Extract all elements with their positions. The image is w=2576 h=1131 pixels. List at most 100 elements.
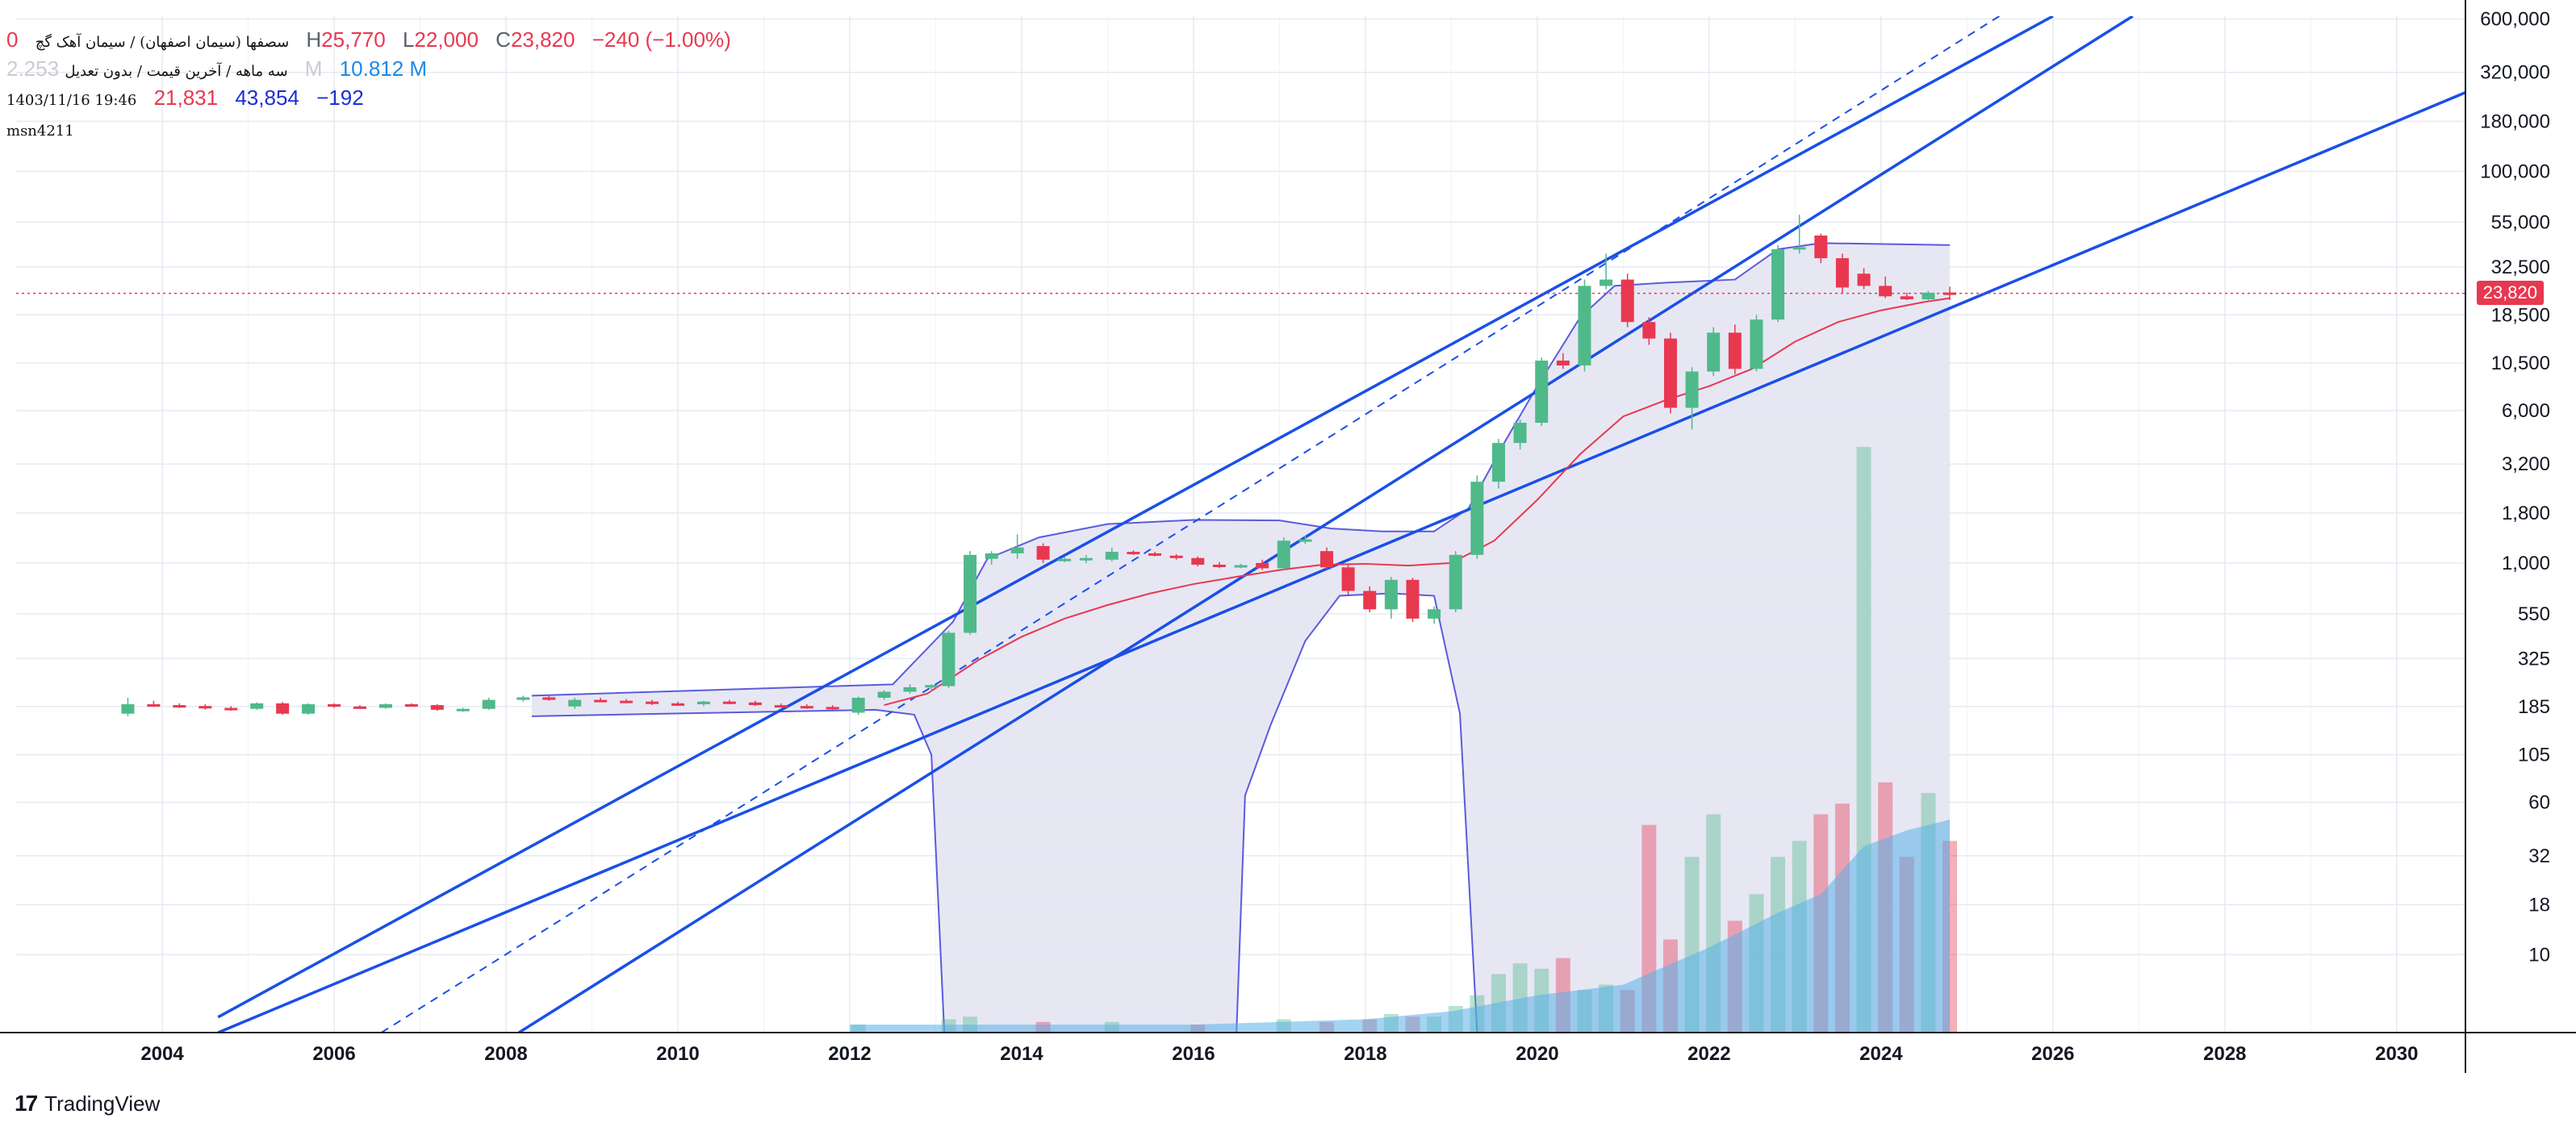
candle-body	[1363, 591, 1377, 610]
candle-body	[1406, 579, 1420, 619]
candle-body	[1010, 547, 1024, 553]
x-tick-label: 2028	[2203, 1043, 2246, 1065]
candle-body	[925, 685, 939, 688]
indicator-legend: 1403/11/16 19:46 21,831 43,854 −192	[6, 86, 375, 111]
candle-body	[1728, 332, 1742, 369]
y-tick-label: 550	[2518, 603, 2550, 625]
x-tick-label: 2006	[312, 1043, 355, 1065]
x-tick-label: 2022	[1687, 1043, 1730, 1065]
moving-average-line	[16, 292, 2465, 707]
candle-body	[1148, 553, 1162, 556]
close-label: C	[496, 27, 511, 52]
candle-body	[877, 691, 891, 698]
high-value: 25,770	[321, 27, 386, 52]
candle-body	[378, 703, 392, 708]
candle-body	[404, 703, 418, 707]
candle-body	[1879, 286, 1892, 297]
y-tick-label: 105	[2518, 744, 2550, 766]
open-value: 0	[6, 27, 19, 52]
author-name: msn4211	[6, 123, 74, 140]
candle-body	[1036, 545, 1050, 560]
y-tick-label: 180,000	[2480, 111, 2550, 132]
channel-line	[217, 90, 2465, 1033]
candle-body	[1943, 292, 1957, 295]
candle-body	[964, 554, 977, 633]
candle-body	[1922, 292, 1935, 300]
candle-body	[1535, 361, 1549, 424]
y-tick-label: 32	[2528, 845, 2550, 867]
x-tick-label: 2008	[484, 1043, 527, 1065]
candle-body	[173, 705, 186, 708]
author-legend: msn4211	[6, 116, 86, 141]
chart-subtitle: سه ماهه / آخرین قیمت / بدون تعدیل	[65, 63, 288, 80]
y-tick-label: 3,200	[2502, 453, 2550, 475]
tradingview-brand[interactable]: 17 TradingView	[15, 1091, 160, 1116]
candle-body	[942, 632, 956, 687]
candle-body	[1319, 551, 1333, 568]
low-label: L	[402, 27, 415, 52]
candle-body	[1212, 565, 1226, 568]
y-tick-label: 18	[2528, 894, 2550, 916]
candlestick-series	[121, 215, 1957, 716]
envelope-lower-line	[531, 592, 1951, 1033]
candle-body	[1277, 540, 1290, 569]
candle-body	[1191, 557, 1205, 566]
last-price-tag: 23,820	[2476, 280, 2544, 305]
moving-average	[884, 297, 1951, 707]
candle-body	[646, 701, 659, 704]
y-tick-label: 55,000	[2491, 211, 2550, 233]
candle-body	[1256, 562, 1269, 569]
candle-body	[1835, 258, 1849, 288]
candle-body	[1384, 579, 1398, 610]
candle-body	[1449, 554, 1462, 610]
candle-body	[1298, 539, 1312, 542]
candle-body	[1663, 338, 1677, 408]
ohlc-legend: سصفها (سیمان اصفهان) / سیمان آهک گچ 0 H2…	[6, 27, 742, 52]
tradingview-logo-icon: 17	[15, 1091, 38, 1116]
candle-body	[1234, 565, 1248, 568]
candle-body	[1685, 371, 1699, 408]
candle-body	[748, 702, 762, 706]
change-value: −240 (−1.00%)	[592, 27, 731, 52]
x-tick-label: 2018	[1344, 1043, 1386, 1065]
candle-body	[516, 697, 530, 700]
symbol-title: سصفها (سیمان اصفهان) / سیمان آهک گچ	[35, 34, 290, 51]
y-tick-label: 10	[2528, 944, 2550, 966]
candle-body	[121, 703, 135, 714]
indicator-value-1: 21,831	[153, 86, 219, 110]
y-tick-label: 600,000	[2480, 8, 2550, 30]
y-tick-label: 185	[2518, 696, 2550, 718]
candle-body	[1857, 273, 1871, 286]
candle-body	[1491, 443, 1505, 482]
candle-body	[1556, 361, 1570, 366]
x-tick-label: 2016	[1172, 1043, 1215, 1065]
candle-body	[1169, 555, 1183, 558]
candle-body	[985, 553, 998, 559]
volume-left-value: 2.253 M	[6, 56, 323, 81]
indicator-value-3: −192	[316, 86, 364, 110]
indicator-value-2: 43,854	[235, 86, 299, 110]
x-tick-label: 2014	[1000, 1043, 1043, 1065]
x-tick-label: 2020	[1516, 1043, 1558, 1065]
candle-body	[1620, 279, 1634, 323]
volume-right-value: 10.812 M	[339, 56, 428, 81]
candle-body	[147, 703, 161, 707]
x-tick-label: 2026	[2031, 1043, 2074, 1065]
candle-body	[250, 703, 264, 709]
y-tick-label: 325	[2518, 648, 2550, 670]
candle-body	[1058, 558, 1072, 561]
candle-body	[1814, 235, 1828, 259]
candle-body	[722, 701, 736, 704]
y-tick-label: 32,500	[2491, 257, 2550, 278]
candle-body	[353, 706, 366, 709]
candle-body	[800, 706, 813, 709]
candle-body	[1127, 552, 1140, 555]
channel-lines	[217, 16, 2465, 1033]
y-tick-label: 100,000	[2480, 161, 2550, 182]
candle-body	[482, 699, 496, 709]
y-tick-label: 320,000	[2480, 62, 2550, 84]
candle-body	[671, 703, 684, 706]
candle-body	[224, 707, 238, 711]
x-tick-label: 2004	[140, 1043, 184, 1065]
